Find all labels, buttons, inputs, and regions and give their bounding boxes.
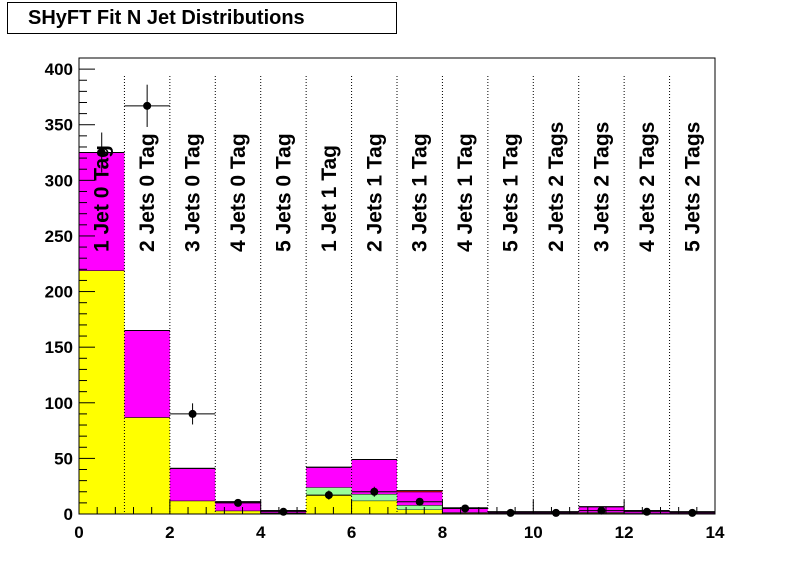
x-tick-label-6: 6 — [347, 523, 356, 542]
data-point-12 — [597, 506, 606, 515]
data-point-2 — [143, 101, 152, 110]
y-tick-label-300: 300 — [45, 171, 73, 190]
data-point-5 — [279, 507, 288, 516]
data-point-1 — [97, 148, 106, 157]
y-tick-label-400: 400 — [45, 60, 73, 79]
bin-labels: 1 Jet 0 Tag 2 Jets 0 Tag 3 Jets 0 Tag 4 Jet… — [91, 122, 705, 252]
bar-bin6-series3 — [306, 467, 352, 488]
plot-frame — [78, 57, 716, 515]
data-point-8 — [415, 497, 424, 506]
x-tick-label-10: 10 — [524, 523, 543, 542]
bin-label-3: 3 Jets 0 Tag — [182, 133, 205, 252]
x-tick-label-14: 14 — [706, 523, 725, 542]
bin-separators — [123, 76, 671, 514]
bin-label-11: 2 Jets 2 Tags — [545, 122, 568, 252]
y-tick-label-0: 0 — [64, 505, 73, 524]
data-point-13 — [642, 507, 651, 516]
bar-bin8-series4 — [397, 490, 443, 492]
axes: 0 2 4 6 8 10 12 14 0 50 100 150 200 250 300 350 400 — [45, 57, 725, 542]
data-point-4 — [234, 498, 242, 507]
bin-label-1: 1 Jet 0 Tag — [91, 145, 114, 252]
x-tick-label-8: 8 — [438, 523, 447, 542]
y-tick-label-200: 200 — [45, 283, 73, 302]
bin-label-6: 1 Jet 1 Tag — [318, 145, 341, 252]
data-point-10 — [506, 508, 515, 517]
bin-label-4: 4 Jets 0 Tag — [227, 133, 250, 252]
data-point-7 — [370, 487, 379, 496]
bar-bin2-series1 — [124, 417, 170, 514]
chart-title: SHyFT Fit N Jet Distributions — [7, 2, 397, 34]
x-tick-label-0: 0 — [74, 523, 83, 542]
bar-bin8-series2 — [397, 505, 443, 510]
data-point-6 — [324, 491, 333, 500]
bar-bin1-series1 — [79, 270, 125, 514]
data-point-11 — [552, 508, 560, 517]
bin-label-2: 2 Jets 0 Tag — [136, 133, 159, 252]
bin-label-10: 5 Jets 1 Tag — [500, 133, 523, 252]
y-tick-label-100: 100 — [45, 394, 73, 413]
bin-label-9: 4 Jets 1 Tag — [454, 133, 477, 252]
y-tick-label-50: 50 — [54, 449, 73, 468]
bar-bin6-series1 — [306, 495, 352, 514]
bin-label-8: 3 Jets 1 Tag — [409, 133, 432, 252]
bin-label-13: 4 Jets 2 Tags — [636, 122, 659, 252]
bin-label-12: 3 Jets 2 Tags — [590, 122, 613, 252]
data-point-14 — [688, 508, 697, 517]
x-tick-label-12: 12 — [615, 523, 634, 542]
bin-label-7: 2 Jets 1 Tag — [363, 133, 386, 252]
x-tick-label-2: 2 — [165, 523, 174, 542]
bar-bin4-series1 — [215, 510, 261, 514]
y-tick-label-350: 350 — [45, 116, 73, 135]
y-tick-label-150: 150 — [45, 338, 73, 357]
stacked-bars — [79, 152, 715, 515]
bar-bin3-series1 — [169, 500, 216, 514]
bin-label-5: 5 Jets 0 Tag — [272, 133, 295, 252]
bar-bin2-series3 — [124, 330, 170, 418]
data-point-9 — [461, 504, 470, 513]
bar-bin9-series1 — [442, 512, 488, 514]
x-tick-label-4: 4 — [256, 523, 266, 542]
data-point-3 — [188, 409, 197, 418]
bin-label-14: 5 Jets 2 Tags — [681, 122, 704, 252]
data-points — [79, 84, 715, 517]
y-tick-label-250: 250 — [45, 227, 73, 246]
bar-bin7-series2 — [351, 493, 397, 501]
bar-bin8-series1 — [397, 509, 443, 514]
bar-bin3-series3 — [169, 468, 216, 501]
bar-bin7-series1 — [351, 500, 397, 514]
